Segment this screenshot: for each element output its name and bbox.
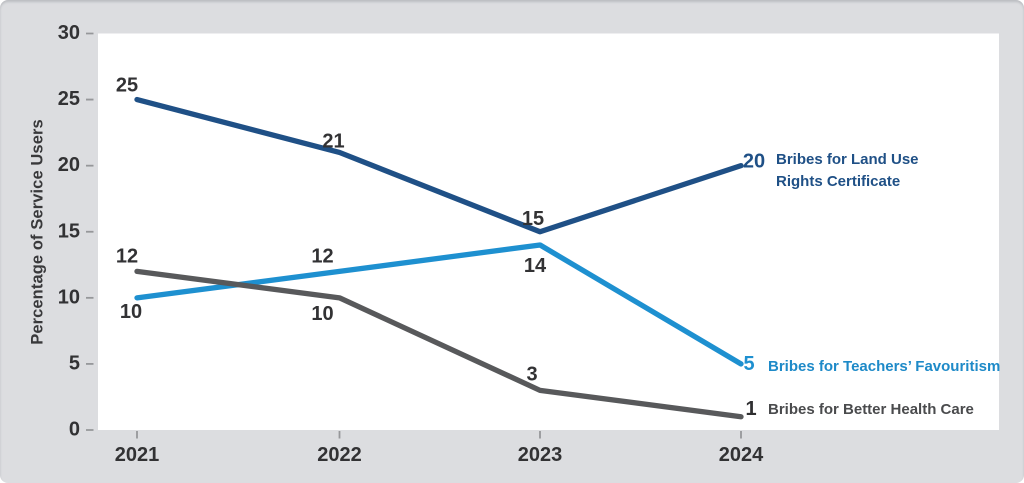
series-end-value-label: 20 <box>743 151 765 173</box>
y-tick-label: 20 <box>58 154 80 176</box>
point-value-label: 15 <box>522 208 544 230</box>
y-tick-label: 30 <box>58 22 80 44</box>
y-tick-label: 10 <box>58 286 80 308</box>
series-end-value-label: 1 <box>745 398 756 420</box>
series-line-2 <box>134 268 744 420</box>
series-legend-label: Rights Certificate <box>776 173 900 190</box>
point-value-label: 14 <box>524 255 547 277</box>
point-value-label: 12 <box>311 245 333 267</box>
point-value-label: 25 <box>116 75 138 97</box>
point-value-label: 10 <box>120 301 142 323</box>
x-tick-label: 2024 <box>719 444 764 466</box>
plot-area <box>98 33 999 430</box>
y-tick-label: 15 <box>58 220 80 242</box>
y-axis-title: Percentage of Service Users <box>28 119 47 345</box>
y-tick-label: 0 <box>69 419 80 441</box>
x-tick-label: 2021 <box>115 444 160 466</box>
series-legend-label: Bribes for Land Use <box>776 151 919 168</box>
point-value-label: 21 <box>322 130 344 152</box>
point-value-label: 12 <box>116 245 138 267</box>
series-line-0 <box>134 96 744 235</box>
y-tick-label: 5 <box>69 352 80 374</box>
x-tick-label: 2022 <box>317 444 362 466</box>
series-end-value-label: 5 <box>743 353 754 375</box>
point-value-label: 3 <box>526 363 537 385</box>
point-value-label: 10 <box>311 303 333 325</box>
y-tick-label: 25 <box>58 88 80 110</box>
series-legend-label: Bribes for Better Health Care <box>768 401 974 418</box>
x-tick-label: 2023 <box>518 444 563 466</box>
series-legend-label: Bribes for Teachers’ Favouritism <box>768 358 1000 375</box>
